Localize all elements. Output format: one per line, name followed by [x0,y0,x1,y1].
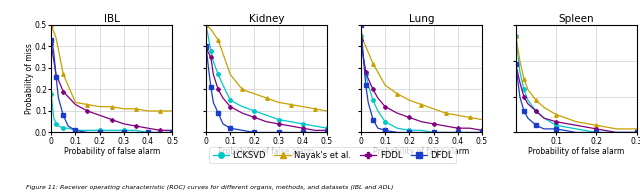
Y-axis label: Probability of miss: Probability of miss [24,43,33,114]
X-axis label: Probability of false alarm: Probability of false alarm [373,147,470,156]
Title: Spleen: Spleen [559,14,594,24]
Title: IBL: IBL [104,14,120,24]
X-axis label: Probability of false alarm: Probability of false alarm [63,147,160,156]
Text: Figure 11: Receiver operating characteristic (ROC) curves for different organs, : Figure 11: Receiver operating characteri… [26,185,393,190]
Legend: LCKSVD, Nayak's et al., FDDL, DFDL: LCKSVD, Nayak's et al., FDDL, DFDL [209,147,456,163]
X-axis label: Probability of false alarm: Probability of false alarm [528,147,625,156]
Title: Lung: Lung [409,14,434,24]
X-axis label: Probability of false alarm: Probability of false alarm [218,147,315,156]
Title: Kidney: Kidney [249,14,284,24]
